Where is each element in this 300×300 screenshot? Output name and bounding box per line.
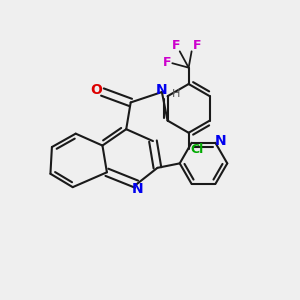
Text: N: N xyxy=(156,83,168,97)
Text: N: N xyxy=(215,134,226,148)
Text: H: H xyxy=(172,88,180,98)
Text: N: N xyxy=(132,182,143,196)
Text: F: F xyxy=(193,40,201,52)
Text: O: O xyxy=(90,83,102,97)
Text: F: F xyxy=(163,56,171,69)
Text: Cl: Cl xyxy=(190,143,204,156)
Text: F: F xyxy=(172,40,180,52)
